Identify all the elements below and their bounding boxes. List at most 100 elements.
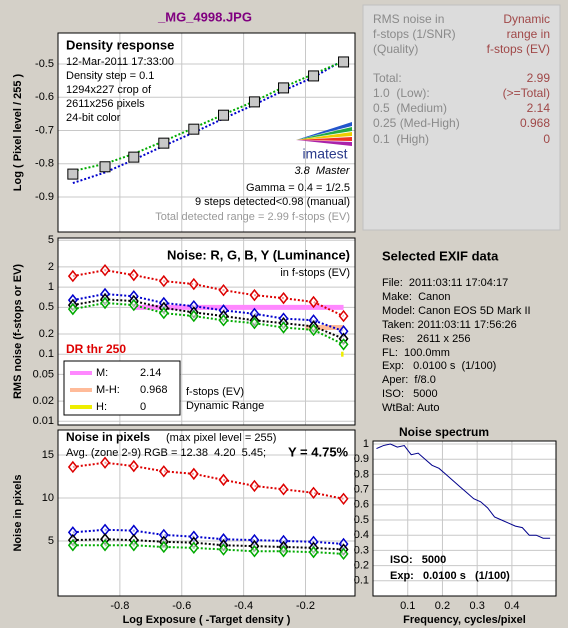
marker <box>158 274 169 288</box>
legend-note: f-stops (EV) <box>186 386 244 398</box>
subtitle: in f-stops (EV) <box>280 267 350 279</box>
file-title: _MG_4998.JPG <box>157 9 252 24</box>
x-tick-label: -0.4 <box>234 600 253 612</box>
chart-title: Noise spectrum <box>399 425 489 439</box>
marker <box>218 283 229 297</box>
marker <box>158 137 170 149</box>
y-tick-label: 0.05 <box>33 368 54 380</box>
marker <box>248 96 260 108</box>
y-axis-label: Noise in pixels <box>12 474 24 551</box>
marker <box>67 269 78 283</box>
logo: imatest <box>302 146 347 162</box>
x-tick-label: -0.2 <box>296 600 315 612</box>
x-tick-label: 0.2 <box>435 600 450 612</box>
exif-line: File: 2011:03:11 17:04:17 <box>382 277 508 289</box>
marker <box>99 161 111 173</box>
y-tick-label: 1 <box>363 438 369 450</box>
marker <box>218 473 229 487</box>
y-tick-label: 5 <box>48 234 54 246</box>
marker <box>338 492 349 506</box>
chart: 0.1 0.2 0.3 0.4 0.5 0.6 0.7 0.8 0.9 1 0.1 0.2 0.3 0.4… <box>354 438 557 626</box>
panel-bg <box>362 4 561 231</box>
marker <box>218 543 229 556</box>
x-tick-label: -0.8 <box>110 600 129 612</box>
chart: -0.5 -0.6 -0.7 -0.8 -0.9 Log ( Pixel level / … <box>12 32 356 233</box>
marker <box>218 314 229 327</box>
y-tick-label: 5 <box>48 535 54 547</box>
y-tick-label: 10 <box>42 492 54 504</box>
note: ISO: 5000 <box>390 554 446 566</box>
row-value: 0 <box>543 132 550 146</box>
row-label: 0.5 (Medium) <box>373 101 447 115</box>
note: Avg. (zone 2-9) RGB = 12.38 4.20 5.45; <box>66 447 266 459</box>
y-tick-label: 0.9 <box>354 453 369 465</box>
exif-line: FL: 100.0mm <box>382 347 450 359</box>
row-label: 0.1 (High) <box>373 132 429 146</box>
exif-line: Aper: f/8.0 <box>382 374 436 386</box>
marker <box>249 288 260 302</box>
marker <box>158 465 169 478</box>
exif-panel: Selected EXIF data File: 2011:03:11 17:0… <box>382 248 531 413</box>
row-value: 2.14 <box>527 101 551 115</box>
exif-line: Model: Canon EOS 5D Mark II <box>382 305 531 317</box>
row-label: 1.0 (Low): <box>373 86 430 100</box>
marker <box>278 82 290 94</box>
marker <box>308 323 319 337</box>
note: Exp: 0.0100 s (1/100) <box>390 570 510 582</box>
marker <box>188 309 199 323</box>
marker <box>278 321 289 334</box>
header: Dynamic <box>503 12 550 26</box>
y-tick-label: 0.01 <box>33 415 54 427</box>
legend-label: H: <box>96 401 107 413</box>
row-value: (>=Total) <box>503 86 550 100</box>
plot-area <box>373 441 556 596</box>
series-line <box>376 443 551 539</box>
plot-border <box>57 32 356 233</box>
y-tick-label: 0.02 <box>33 395 54 407</box>
x-tick-label: 0.1 <box>400 600 415 612</box>
note: 2611x256 pixels <box>66 98 145 110</box>
marker <box>308 545 319 559</box>
chart-title: Density response <box>66 37 174 52</box>
marker <box>188 277 199 291</box>
y-tick-label: -0.5 <box>35 58 54 70</box>
summary-panel: RMS noise in f-stops (1/SNR) (Quality) D… <box>362 4 561 231</box>
subtitle: (max pixel level = 255) <box>166 432 276 444</box>
marker <box>128 298 139 312</box>
legend-label: M-H: <box>96 384 120 396</box>
note: Density step = 0.1 <box>66 70 154 82</box>
y-axis-label: RMS noise (f-stops or EV) <box>12 264 24 399</box>
marker <box>278 545 289 558</box>
row-label: Total: <box>373 71 402 85</box>
threshold-label: DR thr 250 <box>66 342 126 356</box>
header: RMS noise in <box>373 12 444 26</box>
y-tick-label: 0.2 <box>39 328 54 340</box>
marker <box>67 168 79 180</box>
marker <box>308 295 319 309</box>
y-tick-label: -0.6 <box>35 91 54 103</box>
row-value: 2.99 <box>527 71 551 85</box>
note: 12-Mar-2011 17:33:00 <box>66 56 174 68</box>
header: f-stops (EV) <box>487 42 550 56</box>
exif-line: ISO: 5000 <box>382 388 438 400</box>
marker <box>338 309 349 323</box>
header: f-stops (1/SNR) <box>373 27 456 41</box>
y-tick-label: 0.7 <box>354 484 369 496</box>
y-tick-label: 2 <box>48 261 54 273</box>
marker <box>278 291 289 305</box>
plot-border <box>57 237 356 426</box>
marker <box>158 540 169 554</box>
series-line <box>72 269 344 317</box>
plot-border <box>57 429 356 597</box>
exif-line: WtBal: Auto <box>382 402 439 414</box>
logo-fan <box>296 122 352 146</box>
legend-note: Dynamic Range <box>186 400 264 412</box>
x-tick-label: -0.6 <box>172 600 191 612</box>
y-tick-label: 0.4 <box>354 529 369 541</box>
note: Gamma = 0.4 = 1/2.5 <box>246 182 350 194</box>
marker <box>100 296 110 310</box>
overlay: Density response 12-Mar-2011 17:33:00 De… <box>63 37 510 582</box>
series-line <box>72 60 344 173</box>
note: 1294x227 crop of <box>66 84 152 96</box>
y-tick-label: 0.6 <box>354 499 369 511</box>
